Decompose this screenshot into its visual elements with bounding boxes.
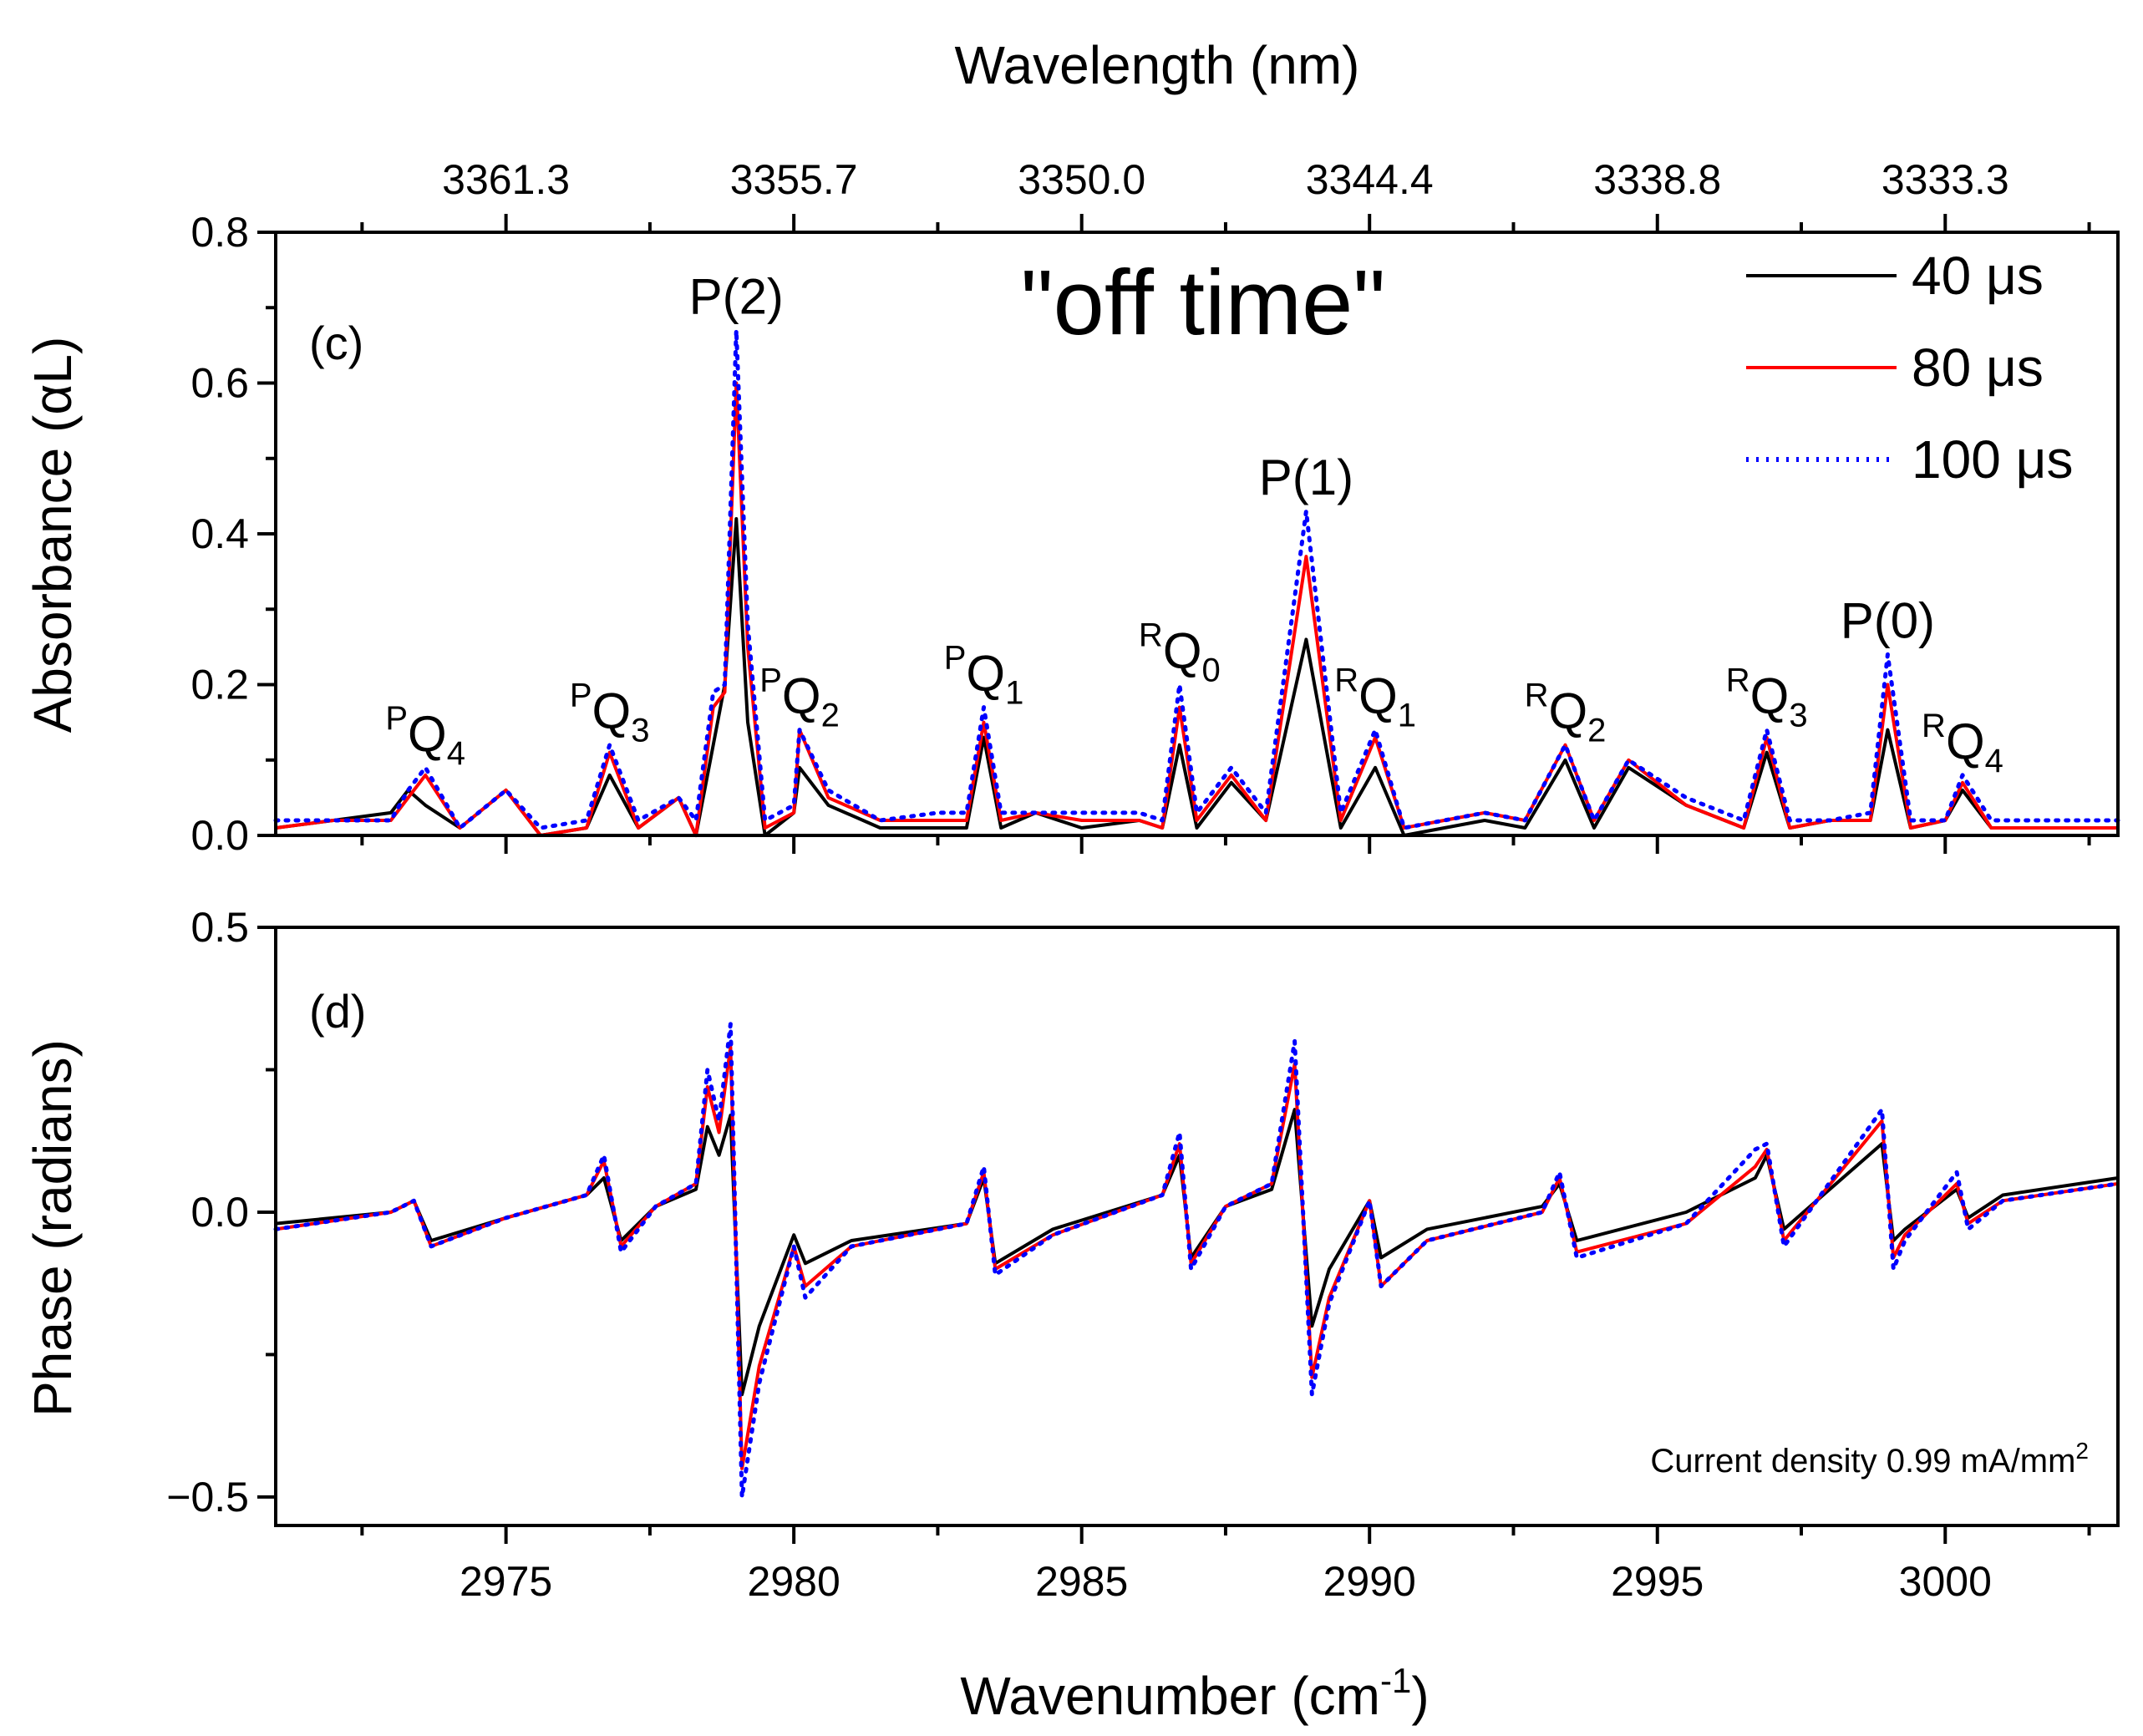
- phase-x-tick-label: 2980: [748, 1558, 840, 1605]
- phase-x-tick-label: 3000: [1899, 1558, 1992, 1605]
- legend-label: 100 μs: [1912, 429, 2073, 490]
- phase-y-axis-label: Phase (radians): [23, 1039, 83, 1417]
- absorbance-series-80us: [274, 381, 2120, 837]
- peak-label-superscript: P: [385, 700, 408, 737]
- peak-label-superscript: P: [570, 678, 592, 714]
- absorbance-panel: 0.0 0.2 0.4 0.6 0.8 3361.3 3355.7 3350.0 3344.4 3…: [23, 156, 2120, 859]
- peak-label-subscript: 1: [1005, 675, 1023, 712]
- peak-label-subscript: 4: [1985, 743, 2003, 779]
- peak-label-superscript: R: [1525, 678, 1549, 714]
- absorbance-series-lines: [273, 327, 2120, 837]
- peak-label: RQ1: [1334, 662, 1416, 734]
- peak-label-subscript: 1: [1398, 698, 1416, 734]
- absorbance-y-axis-label: Absorbance (αL): [23, 337, 83, 733]
- peak-label-main: Q: [592, 683, 632, 739]
- absorbance-y-tick-label: 0.0: [190, 812, 249, 859]
- x-axis-title-text: Wavenumber (cm: [960, 1666, 1380, 1726]
- peak-label-subscript: 3: [1789, 698, 1807, 734]
- peak-label-superscript: R: [1334, 662, 1358, 699]
- peak-label: PQ3: [570, 678, 650, 749]
- phase-x-tick-label: 2975: [460, 1558, 552, 1605]
- x-axis-title-superscript: -1: [1380, 1661, 1411, 1700]
- peak-label-subscript: 4: [447, 735, 465, 772]
- peak-label: PQ4: [385, 700, 465, 772]
- phase-y-tick-label: 0.0: [190, 1189, 249, 1236]
- peak-label-superscript: R: [1726, 662, 1750, 699]
- peak-label: P(0): [1841, 592, 1935, 648]
- peak-label-main: Q: [1548, 683, 1587, 739]
- phase-series-100us: [273, 1022, 2120, 1500]
- peak-label: P(1): [1259, 449, 1353, 505]
- peak-label-superscript: R: [1922, 708, 1946, 744]
- phase-y-tick-label: 0.5: [190, 904, 249, 951]
- phase-x-tick-label: 2985: [1035, 1558, 1128, 1605]
- peak-label-superscript: R: [1139, 617, 1163, 654]
- phase-plot-frame: [274, 926, 2120, 1527]
- absorbance-y-tick-label: 0.8: [190, 209, 249, 256]
- absorbance-plot-frame: [274, 231, 2120, 837]
- absorbance-y-tick-label: 0.6: [190, 360, 249, 407]
- peak-label-main: Q: [1946, 713, 1985, 769]
- peak-label: PQ2: [759, 662, 840, 734]
- peak-label-superscript: P: [759, 662, 782, 699]
- top-x-tick-label: 3350.0: [1018, 156, 1145, 203]
- phase-axis-ticks: −0.5 0.0 0.5 2975 2980 2985 2990 2995 3000: [166, 904, 2091, 1605]
- phase-panel: −0.5 0.0 0.5 2975 2980 2985 2990 2995 3000 (d) P…: [23, 904, 2120, 1726]
- top-x-tick-label: 3355.7: [730, 156, 858, 203]
- peak-label: RQ2: [1525, 678, 1607, 749]
- top-x-tick-label: 3338.8: [1593, 156, 1721, 203]
- phase-x-tick-label: 2995: [1611, 1558, 1704, 1605]
- top-x-tick-label: 3333.3: [1881, 156, 2009, 203]
- x-axis-title-end: ): [1411, 1666, 1429, 1726]
- peak-label: RQ0: [1139, 617, 1221, 689]
- absorbance-axis-ticks: 0.0 0.2 0.4 0.6 0.8 3361.3 3355.7 3350.0 3344.4 3…: [190, 156, 2091, 859]
- phase-y-tick-label: −0.5: [166, 1474, 249, 1520]
- peak-label-main: Q: [1163, 623, 1202, 679]
- absorbance-title: "off time": [1021, 251, 1386, 354]
- annotation-superscript: 2: [2075, 1438, 2089, 1464]
- absorbance-y-tick-label: 0.4: [190, 510, 249, 557]
- top-axis-title: Wavelength (nm): [955, 35, 1360, 95]
- legend: 40 μs 80 μs 100 μs: [1746, 246, 2073, 490]
- peak-label: PQ1: [944, 640, 1024, 712]
- absorbance-y-tick-label: 0.2: [190, 662, 249, 708]
- top-x-tick-label: 3361.3: [442, 156, 570, 203]
- peak-label-subscript: 2: [821, 698, 840, 734]
- peak-label-main: Q: [966, 646, 1005, 702]
- peak-label-subscript: 0: [1201, 652, 1220, 689]
- peak-label-subscript: 3: [631, 713, 649, 749]
- peak-label: RQ3: [1726, 662, 1808, 734]
- phase-series-lines: [273, 1022, 2120, 1500]
- peak-label-main: Q: [782, 668, 821, 724]
- legend-label: 40 μs: [1912, 246, 2044, 306]
- top-x-tick-label: 3344.4: [1306, 156, 1434, 203]
- peak-label-main: Q: [1358, 668, 1398, 724]
- legend-label: 80 μs: [1912, 338, 2044, 398]
- peak-label: P(2): [689, 268, 784, 324]
- peak-label-superscript: P: [944, 640, 967, 677]
- annotation-text: Current density 0.99 mA/mm: [1650, 1443, 2075, 1480]
- current-density-annotation: Current density 0.99 mA/mm2: [1650, 1438, 2089, 1480]
- peak-label-main: Q: [408, 706, 447, 762]
- absorbance-panel-label: (c): [309, 317, 363, 369]
- peak-label-main: Q: [1750, 668, 1790, 724]
- peak-label: RQ4: [1922, 708, 2003, 779]
- phase-x-tick-label: 2990: [1323, 1558, 1416, 1605]
- x-axis-title: Wavenumber (cm-1): [960, 1661, 1429, 1726]
- peak-label-subscript: 2: [1587, 713, 1606, 749]
- phase-panel-label: (d): [309, 985, 366, 1038]
